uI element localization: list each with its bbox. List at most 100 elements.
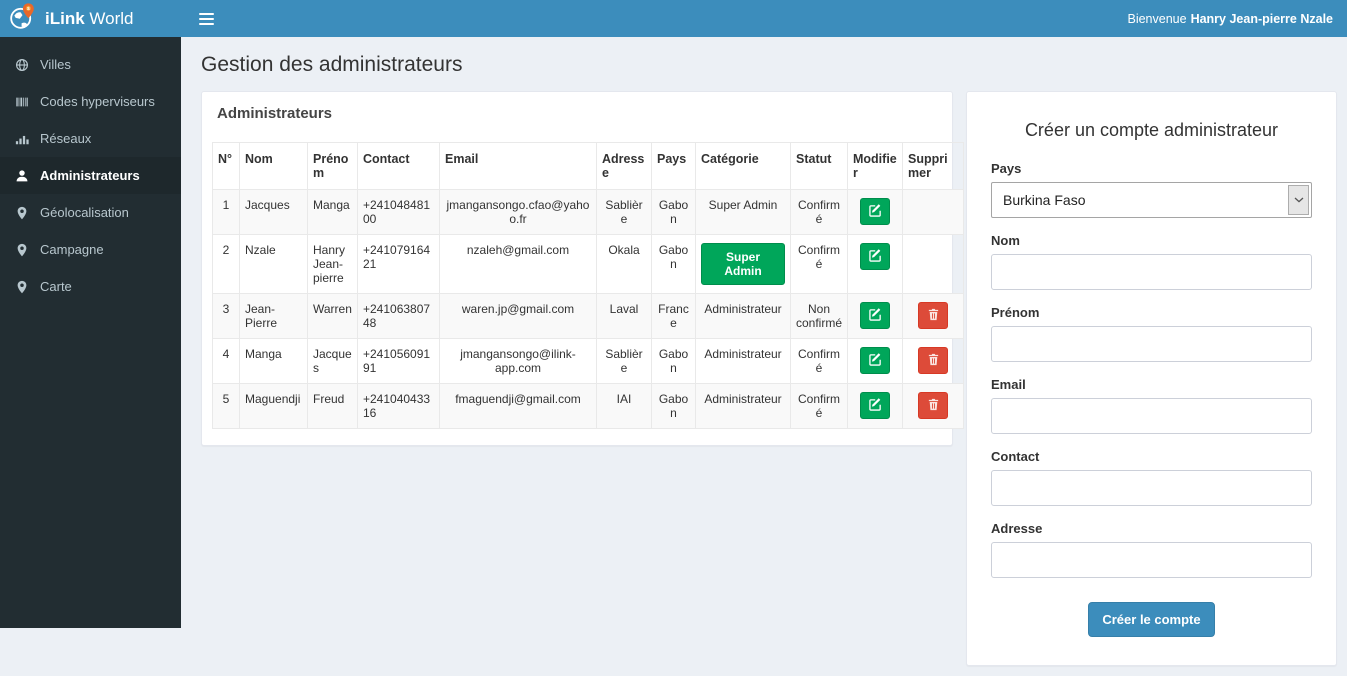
create-account-button[interactable]: Créer le compte	[1088, 602, 1214, 637]
cell-adresse: Sablière	[597, 339, 652, 384]
adresse-label: Adresse	[991, 521, 1312, 536]
edit-icon	[869, 308, 882, 324]
contact-input[interactable]	[991, 470, 1312, 506]
trash-icon	[927, 353, 940, 369]
cell-supprimer	[903, 294, 964, 339]
cell-categorie: Administrateur	[696, 294, 791, 339]
column-header-pays: Pays	[652, 143, 696, 190]
brand-logo[interactable]: $ iLink World	[0, 0, 181, 37]
cell-categorie: Super Admin	[696, 190, 791, 235]
svg-text:$: $	[27, 5, 30, 11]
column-header-nom: Nom	[240, 143, 308, 190]
cell-supprimer	[903, 190, 964, 235]
form-group-adresse: Adresse	[991, 521, 1312, 578]
contact-label: Contact	[991, 449, 1312, 464]
sidebar-item-label: Codes hyperviseurs	[40, 94, 155, 109]
prenom-input[interactable]	[991, 326, 1312, 362]
panel-title: Administrateurs	[202, 92, 952, 132]
sidebar: Villes Codes hyperviseurs Réseaux Administr…	[0, 37, 181, 628]
sidebar-item-label: Réseaux	[40, 131, 91, 146]
cell-adresse: Okala	[597, 235, 652, 294]
cell-numero: 1	[213, 190, 240, 235]
nom-input[interactable]	[991, 254, 1312, 290]
barcode-icon	[15, 95, 29, 109]
edit-button[interactable]	[860, 243, 890, 270]
brand-title-bold: iLink	[45, 9, 85, 28]
cell-statut: Non confirmé	[791, 294, 848, 339]
welcome-username: Hanry Jean-pierre Nzale	[1191, 12, 1333, 26]
cell-contact: +24104848100	[358, 190, 440, 235]
edit-button[interactable]	[860, 347, 890, 374]
cell-adresse: Sablière	[597, 190, 652, 235]
cell-contact: +24106380748	[358, 294, 440, 339]
edit-button[interactable]	[860, 392, 890, 419]
cell-statut: Confirmé	[791, 190, 848, 235]
delete-button[interactable]	[918, 392, 948, 419]
cell-prenom: Manga	[308, 190, 358, 235]
trash-icon	[927, 398, 940, 414]
brand-title-rest: World	[89, 9, 133, 28]
nom-label: Nom	[991, 233, 1312, 248]
cell-numero: 4	[213, 339, 240, 384]
pays-select[interactable]: Burkina Faso	[991, 182, 1312, 218]
edit-icon	[869, 398, 882, 414]
sidebar-item-label: Administrateurs	[40, 168, 140, 183]
column-header-adresse: Adresse	[597, 143, 652, 190]
cell-prenom: Jacques	[308, 339, 358, 384]
hamburger-icon[interactable]	[195, 8, 218, 30]
sidebar-item-villes[interactable]: Villes	[0, 46, 181, 83]
sidebar-item-campagne[interactable]: Campagne	[0, 231, 181, 268]
cell-adresse: IAI	[597, 384, 652, 429]
form-group-prenom: Prénom	[991, 305, 1312, 362]
map-marker-icon	[15, 243, 29, 257]
map-marker-icon	[15, 206, 29, 220]
cell-pays: Gabon	[652, 190, 696, 235]
sidebar-item-geolocalisation[interactable]: Géolocalisation	[0, 194, 181, 231]
column-header-categorie: Catégorie	[696, 143, 791, 190]
sidebar-item-codes-hyperviseurs[interactable]: Codes hyperviseurs	[0, 83, 181, 120]
cell-statut: Confirmé	[791, 384, 848, 429]
form-group-nom: Nom	[991, 233, 1312, 290]
cell-adresse: Laval	[597, 294, 652, 339]
email-input[interactable]	[991, 398, 1312, 434]
edit-icon	[869, 204, 882, 220]
cell-pays: France	[652, 294, 696, 339]
sidebar-item-label: Carte	[40, 279, 72, 294]
cell-numero: 5	[213, 384, 240, 429]
cell-contact: +24107916421	[358, 235, 440, 294]
edit-button[interactable]	[860, 198, 890, 225]
delete-button[interactable]	[918, 302, 948, 329]
prenom-label: Prénom	[991, 305, 1312, 320]
cell-supprimer	[903, 384, 964, 429]
cell-nom: Jacques	[240, 190, 308, 235]
adresse-input[interactable]	[991, 542, 1312, 578]
column-header-contact: Contact	[358, 143, 440, 190]
edit-button[interactable]	[860, 302, 890, 329]
form-group-contact: Contact	[991, 449, 1312, 506]
cell-nom: Maguendji	[240, 384, 308, 429]
cell-contact: +24104043316	[358, 384, 440, 429]
chevron-down-icon[interactable]	[1288, 185, 1309, 215]
delete-button[interactable]	[918, 347, 948, 374]
sidebar-item-carte[interactable]: Carte	[0, 268, 181, 305]
cell-supprimer	[903, 339, 964, 384]
categorie-badge-button[interactable]: Super Admin	[701, 243, 785, 285]
sidebar-item-administrateurs[interactable]: Administrateurs	[0, 157, 181, 194]
cell-prenom: Warren	[308, 294, 358, 339]
cell-email: waren.jp@gmail.com	[440, 294, 597, 339]
sidebar-item-reseaux[interactable]: Réseaux	[0, 120, 181, 157]
cell-contact: +24105609191	[358, 339, 440, 384]
sidebar-item-label: Géolocalisation	[40, 205, 129, 220]
email-label: Email	[991, 377, 1312, 392]
